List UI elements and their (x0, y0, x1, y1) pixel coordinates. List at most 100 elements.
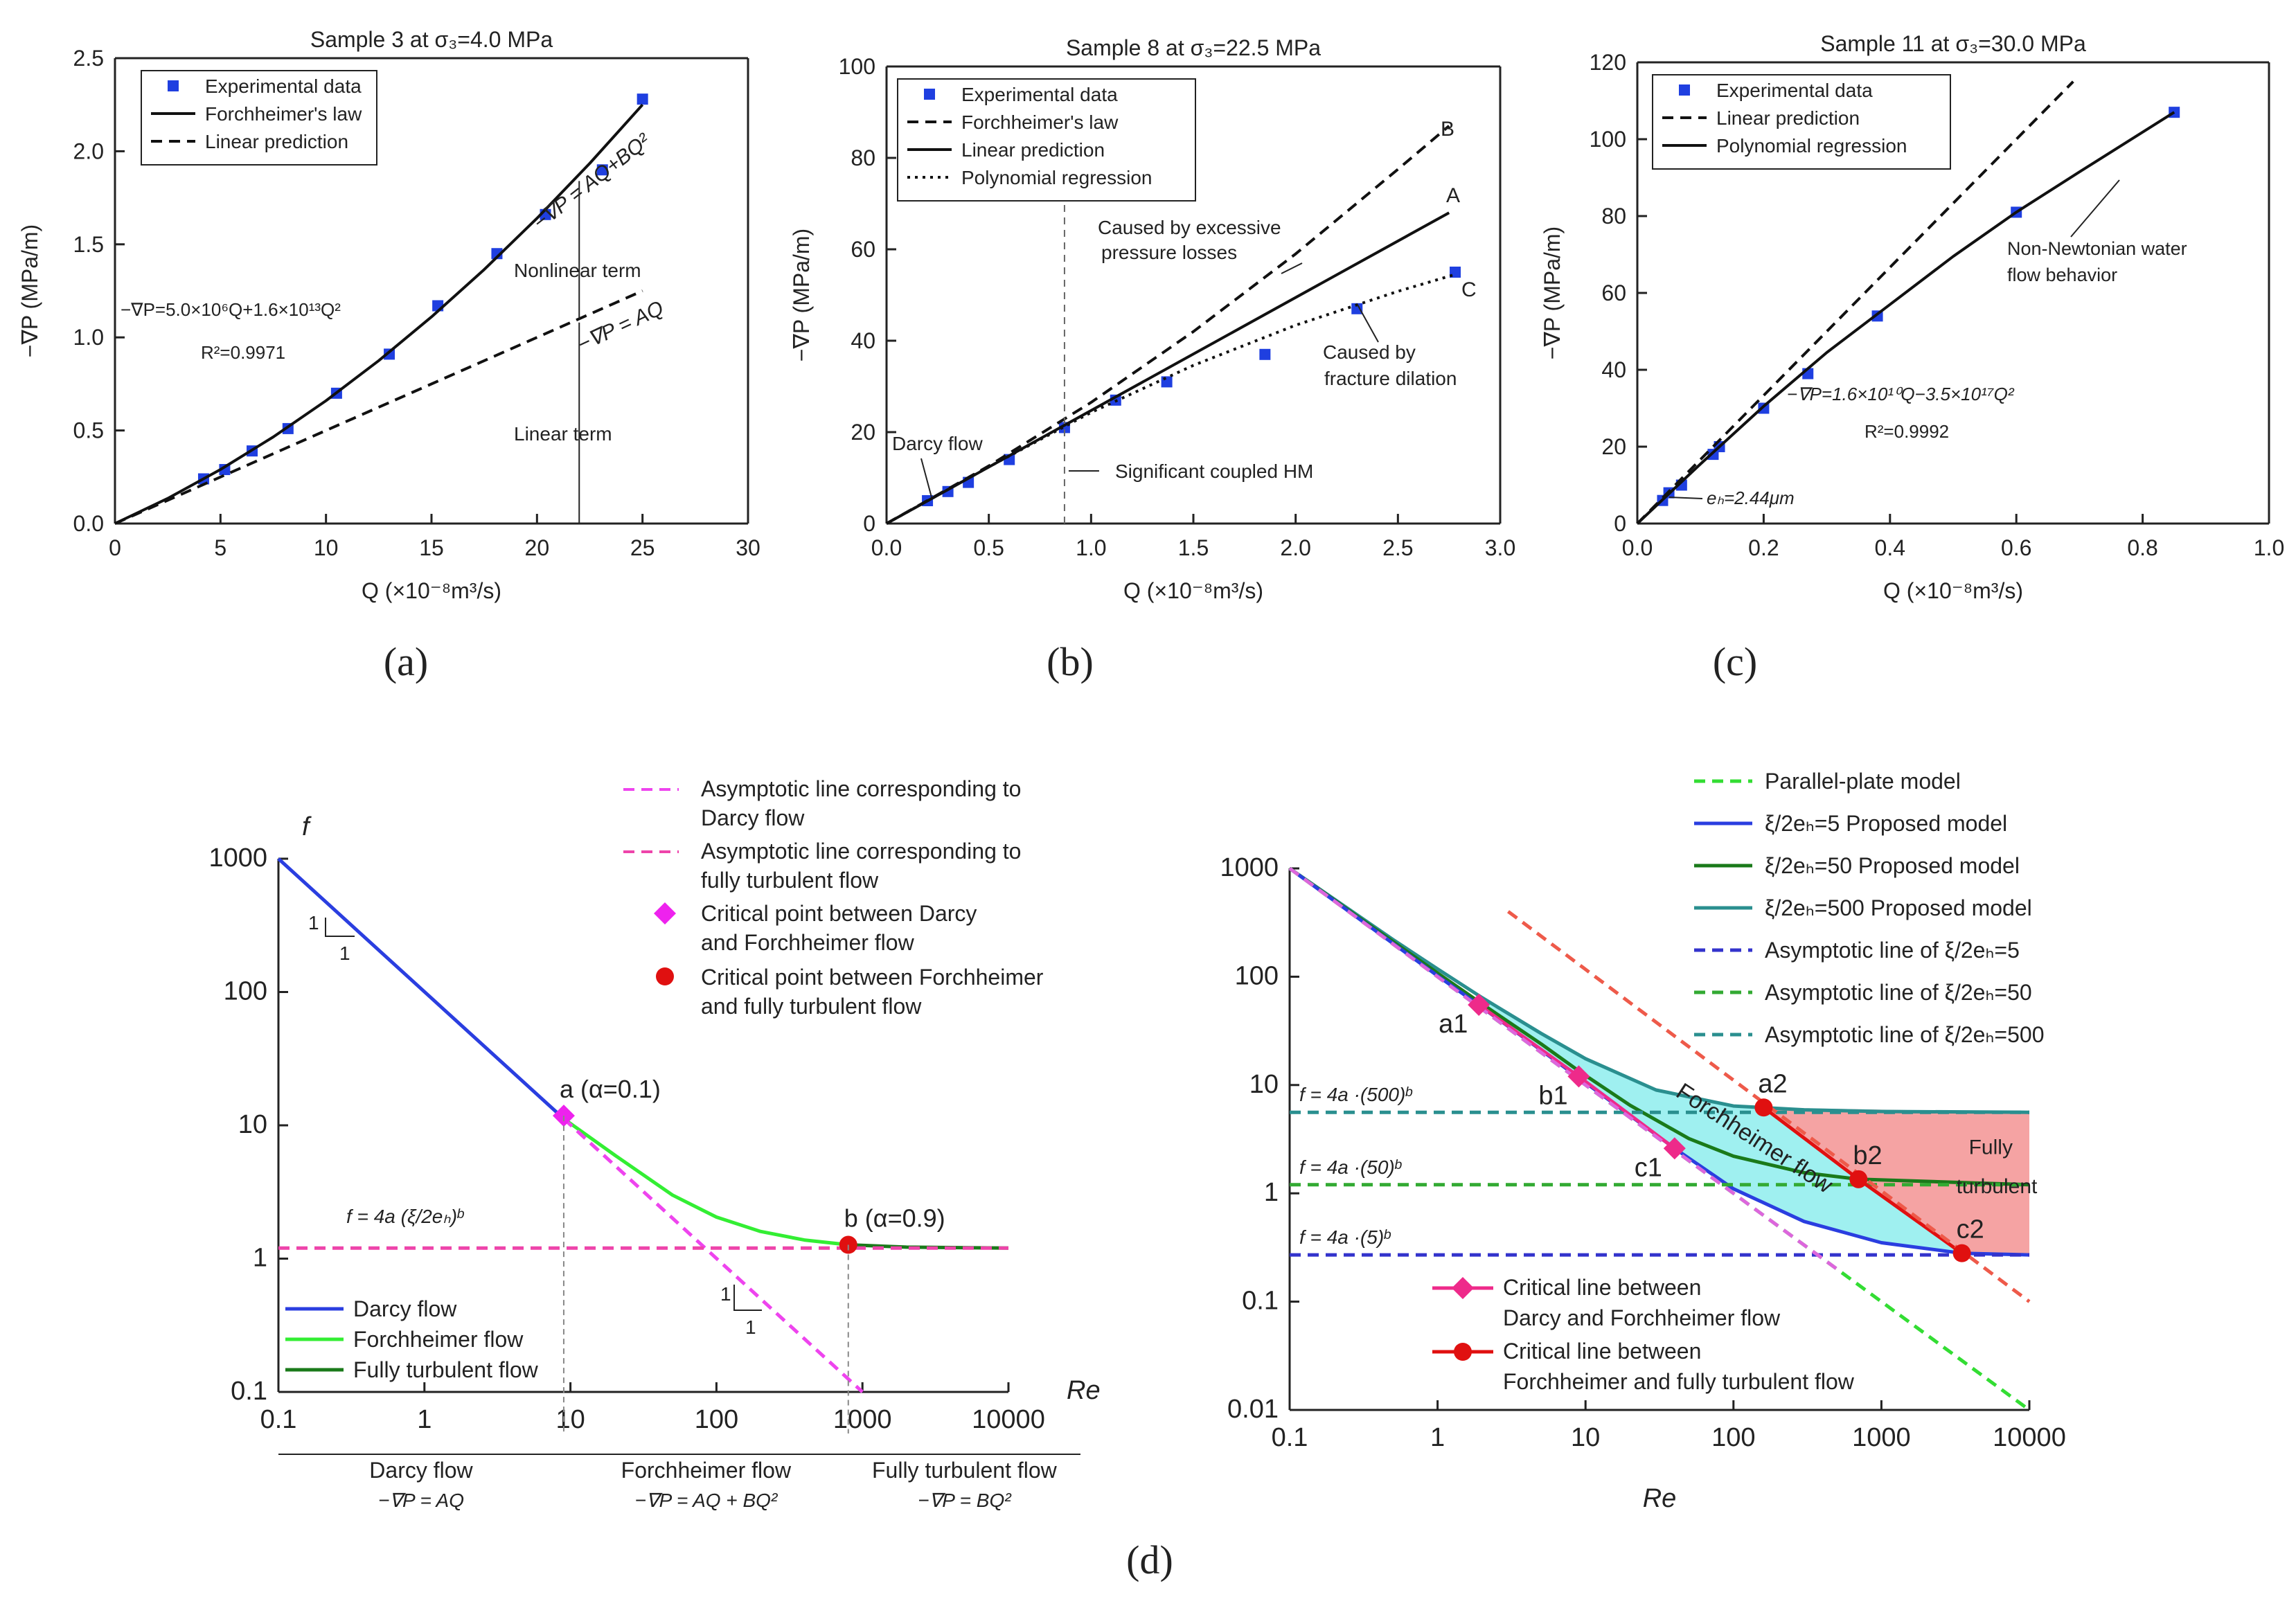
slope-label: 1 (720, 1283, 731, 1305)
legend-label: Critical point between Darcy (701, 901, 977, 926)
x-tick-label: 0.1 (260, 1405, 297, 1434)
x-tick-label: 10 (555, 1405, 585, 1434)
arrow-excessive (1281, 262, 1303, 274)
x-tick-label: 0.8 (2127, 535, 2157, 560)
legend-box (141, 70, 377, 166)
curve-label-b: B (1441, 118, 1454, 141)
series-line (848, 1243, 1009, 1250)
x-tick-label: 0.5 (973, 535, 1004, 560)
legend-box (1652, 74, 1951, 170)
legend-label: Asymptotic line of ξ/2eₕ=50 (1765, 980, 2032, 1005)
y-tick-label: 1 (253, 1244, 267, 1273)
critical-point-b2 (1849, 1170, 1868, 1188)
slope-triangle (733, 1285, 762, 1311)
legend-label: Linear prediction (1716, 107, 1860, 129)
x-tick-label: 1 (417, 1405, 431, 1434)
x-axis-label: Re (1067, 1376, 1101, 1405)
y-axis-label: −∇P (MPa/m) (1540, 226, 1565, 359)
legend-label: Polynomial regression (1716, 135, 1907, 157)
annotation-caused: Caused by (1323, 341, 1416, 363)
y-tick-label: 20 (851, 420, 875, 445)
chart-title: Sample 11 at σ₃=30.0 MPa (1820, 31, 2086, 56)
y-tick-label: 10 (1249, 1070, 1279, 1099)
y-axis-label: −∇P (MPa/m) (789, 229, 814, 361)
legend-label: Linear prediction (205, 131, 348, 152)
x-axis-label: Q (×10⁻⁸m³/s) (1883, 578, 2023, 603)
annotation-flow: flow behavior (2007, 265, 2117, 285)
x-tick-label: 15 (419, 535, 444, 560)
legend-label: Experimental data (1716, 80, 1873, 101)
annotation-hm: Significant coupled HM (1115, 461, 1313, 482)
legend-label: Critical line between (1503, 1275, 1701, 1300)
data-point (1450, 267, 1461, 278)
regime-equation: −∇P = AQ (378, 1490, 464, 1511)
x-tick-label: 0.6 (2001, 535, 2031, 560)
x-tick-label: 25 (630, 535, 655, 560)
x-axis-label: Q (×10⁻⁸m³/s) (362, 578, 501, 603)
legend-label: Forchheimer and fully turbulent flow (1503, 1369, 1855, 1394)
region-label-fully: Fully (1969, 1136, 2013, 1159)
y-axis-label: −∇P (MPa/m) (17, 224, 42, 357)
legend-label: Critical point between Forchheimer (701, 965, 1044, 990)
x-tick-label: 2.0 (1280, 535, 1310, 560)
series-line (1636, 111, 2175, 525)
y-tick-label: 0 (1614, 511, 1626, 536)
legend-label: Forchheimer's law (205, 103, 362, 125)
annotation-darcy: Darcy flow (892, 433, 983, 454)
legend-label: Darcy flow (701, 805, 805, 830)
x-tick-label: 1.0 (2254, 535, 2284, 560)
y-tick-label: 60 (851, 237, 875, 262)
series-line (1288, 866, 2030, 1114)
annotation-nonlinear: Nonlinear term (514, 260, 641, 281)
legend-label: Asymptotic line corresponding to (701, 839, 1021, 864)
annotation-fit: −∇P=5.0×10⁶Q+1.6×10¹³Q² (121, 299, 341, 320)
arrow-dilation (1357, 304, 1379, 343)
critical-point-a2 (1754, 1098, 1773, 1117)
slope-triangle (325, 918, 355, 937)
x-axis-label: Q (×10⁻⁸m³/s) (1123, 578, 1263, 603)
legend-marker (1679, 84, 1690, 96)
y-tick-label: 1000 (1220, 853, 1279, 882)
formula: f = 4a (ξ/2eₕ)ᵇ (346, 1206, 464, 1227)
critical-label: b2 (1853, 1141, 1882, 1170)
y-tick-label: 1000 (208, 843, 267, 873)
x-tick-label: 1000 (1852, 1423, 1911, 1452)
y-tick-label: 100 (1590, 127, 1626, 152)
critical-label: a1 (1439, 1010, 1468, 1039)
legend-label: ξ/2eₕ=500 Proposed model (1765, 895, 2032, 920)
curve-label-c: C (1461, 278, 1477, 301)
x-tick-label: 10 (314, 535, 339, 560)
x-tick-label: 100 (695, 1405, 738, 1434)
series-line (277, 857, 565, 1120)
y-tick-label: 120 (1590, 50, 1626, 75)
series-line (562, 1117, 849, 1247)
y-tick-label: 80 (851, 145, 875, 170)
legend-marker-diamond (1452, 1277, 1474, 1299)
series-line (114, 289, 643, 525)
x-tick-label: 1 (1430, 1423, 1445, 1452)
critical-label: a (α=0.1) (560, 1075, 661, 1103)
series-line (886, 273, 1456, 525)
legend-label: Darcy and Forchheimer flow (1503, 1305, 1781, 1330)
x-tick-label: 5 (214, 535, 226, 560)
y-tick-label: 40 (1601, 357, 1626, 382)
y-tick-label: 100 (1235, 961, 1279, 990)
legend-label: ξ/2eₕ=5 Proposed model (1765, 811, 2007, 836)
data-point (1259, 348, 1271, 360)
legend-label: fully turbulent flow (701, 868, 879, 893)
legend-marker (924, 89, 935, 100)
legend-marker-circle (656, 967, 674, 985)
x-tick-label: 0.0 (1622, 535, 1653, 560)
annotation-pressure: pressure losses (1101, 242, 1237, 263)
critical-label: b1 (1538, 1081, 1567, 1110)
chart-panel-d-left: 0.1 1 10 100 1000 10000 0.1 1 10 100 1000 Re f a (α=0… (208, 776, 1100, 1511)
legend-label: Forchheimer flow (353, 1327, 524, 1352)
data-point (637, 93, 648, 105)
legend-label: Parallel-plate model (1765, 769, 1961, 794)
legend-label: and fully turbulent flow (701, 994, 922, 1019)
legend-label: Critical line between (1503, 1339, 1701, 1364)
legend-label: Darcy flow (353, 1296, 457, 1321)
legend-label: Experimental data (961, 84, 1118, 105)
